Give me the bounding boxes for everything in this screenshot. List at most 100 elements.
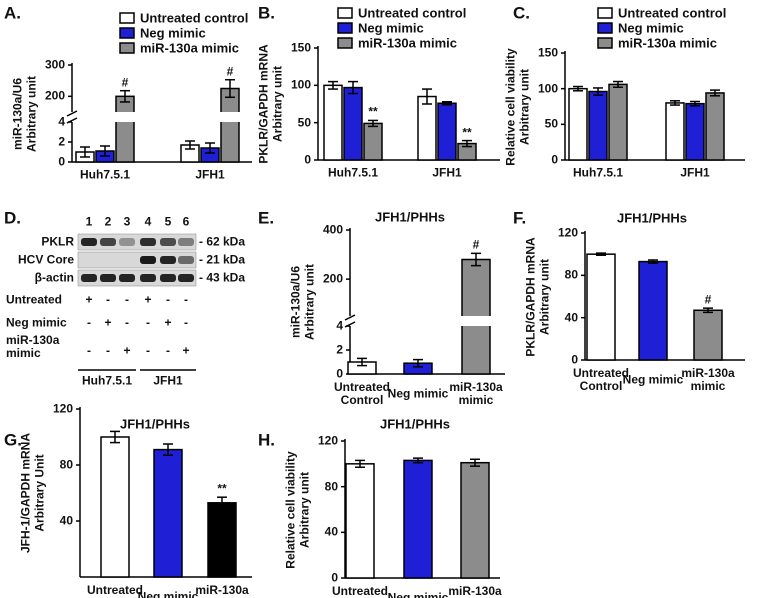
panel-letter: F. xyxy=(513,208,527,228)
lane-number: 5 xyxy=(164,214,172,229)
y-tick-label: 80 xyxy=(324,479,338,494)
y-axis-label: Arbitrary Unit xyxy=(32,454,47,532)
bar xyxy=(220,87,240,163)
legend-swatch xyxy=(597,7,613,19)
y-tick-label: 200 xyxy=(44,88,65,103)
legend-label: miR-130a mimic xyxy=(140,40,239,56)
y-tick-label: 0 xyxy=(571,352,578,367)
y-tick-label: 4 xyxy=(336,318,343,333)
legend-swatch xyxy=(119,42,135,54)
annotation: # xyxy=(472,237,480,252)
bar xyxy=(100,436,130,578)
chart-title: JFH1/PHHs xyxy=(616,210,688,226)
annotation: ** xyxy=(217,481,227,496)
treatment-sign: - xyxy=(106,292,110,307)
y-tick-label: 150 xyxy=(537,45,558,60)
x-tick-label: JFH1 xyxy=(680,165,710,180)
chart-title: JFH1/PHHs xyxy=(119,416,191,432)
y-tick-label: 50 xyxy=(544,116,558,131)
treatment-sign: - xyxy=(146,315,150,330)
legend-label: Untreated control xyxy=(358,5,467,21)
y-tick-label: 300 xyxy=(44,57,65,72)
x-tick-label: Untreated Control xyxy=(86,583,143,598)
treatment-sign: + xyxy=(164,315,172,330)
lane-number: 3 xyxy=(123,214,131,229)
band-name: HCV Core xyxy=(17,252,74,267)
group-label: JFH1 xyxy=(153,373,183,388)
y-axis-label: PKLR/GAPDH mRNA xyxy=(523,236,538,357)
y-axis-label: Arbitrary unit xyxy=(302,263,317,341)
annotation: ** xyxy=(368,104,378,119)
axis-break xyxy=(66,110,78,117)
panel-letter: B. xyxy=(258,3,275,23)
y-tick-label: 50 xyxy=(297,115,311,130)
treatment-sign: + xyxy=(85,292,93,307)
panel-letter: C. xyxy=(513,3,530,23)
band-size: - 62 kDa xyxy=(199,234,246,249)
y-axis-label: Arbitrary unit xyxy=(270,65,285,143)
legend-label: miR-130a mimic xyxy=(618,35,717,51)
band-name: PKLR xyxy=(41,234,74,249)
bar xyxy=(685,102,705,161)
y-tick-label: 80 xyxy=(564,267,578,282)
lane-number: 1 xyxy=(85,214,93,229)
y-tick-label: 400 xyxy=(322,222,343,237)
bar xyxy=(693,309,723,361)
y-tick-label: 100 xyxy=(290,77,311,92)
treatment-sign: + xyxy=(144,292,152,307)
annotation: # xyxy=(121,75,129,90)
y-tick-label: 40 xyxy=(59,513,73,528)
legend-label: Neg mimic xyxy=(618,20,684,36)
legend-swatch xyxy=(597,22,613,34)
bar xyxy=(363,122,383,161)
x-tick-label: Huh7.5.1 xyxy=(79,167,131,182)
treatment-sign: - xyxy=(87,315,91,330)
axis-break xyxy=(344,314,356,321)
treatment-sign: - xyxy=(146,343,150,358)
x-tick-label: miR-130a mimic xyxy=(681,366,735,393)
bar xyxy=(403,459,433,579)
y-axis-label: Arbitrary unit xyxy=(537,258,552,335)
bar xyxy=(207,502,237,578)
legend-label: Neg mimic xyxy=(140,25,206,41)
annotation: # xyxy=(226,64,234,79)
treatment-name: Untreated xyxy=(6,292,63,307)
x-tick-label: Neg mimic xyxy=(137,589,199,598)
legend-swatch xyxy=(119,27,135,39)
bar xyxy=(437,102,457,161)
bar xyxy=(586,253,616,361)
chart-title: JFH1/PHHs xyxy=(379,416,451,432)
lane-number: 2 xyxy=(104,214,112,229)
y-tick-label: 150 xyxy=(290,40,311,55)
legend-label: miR-130a mimic xyxy=(358,35,457,51)
y-tick-label: 0 xyxy=(304,152,311,167)
bar xyxy=(665,102,685,161)
legend-label: Untreated control xyxy=(618,5,727,21)
panel-letter: H. xyxy=(258,430,275,450)
legend-swatch xyxy=(337,7,353,19)
y-axis-label: PKLR/GAPDH mRNA xyxy=(256,44,271,164)
x-tick-label: Huh7.5.1 xyxy=(572,165,624,180)
panel-letter: E. xyxy=(258,208,275,228)
treatment-name: Neg mimic xyxy=(6,315,67,330)
x-tick-label: JFH1 xyxy=(195,167,225,182)
x-tick-label: Neg mimic xyxy=(387,386,449,401)
treatment-sign: + xyxy=(182,343,190,358)
x-tick-label: miR-130a mimic xyxy=(448,584,502,598)
panel-letter: G. xyxy=(4,430,22,450)
blot-band xyxy=(178,256,194,264)
bar xyxy=(153,448,183,578)
y-tick-label: 120 xyxy=(317,433,338,448)
y-axis-label: Arbitrary unit xyxy=(517,68,532,145)
band-size: - 43 kDa xyxy=(199,270,246,285)
blot-band xyxy=(81,238,97,246)
y-tick-label: 120 xyxy=(52,401,73,416)
bar xyxy=(588,90,608,161)
axis-break-gap xyxy=(114,112,136,122)
treatment-sign: - xyxy=(106,343,110,358)
y-tick-label: 40 xyxy=(564,310,578,325)
lane-number: 4 xyxy=(144,214,152,229)
blot-band xyxy=(178,238,194,246)
axis-break-gap xyxy=(460,316,492,326)
